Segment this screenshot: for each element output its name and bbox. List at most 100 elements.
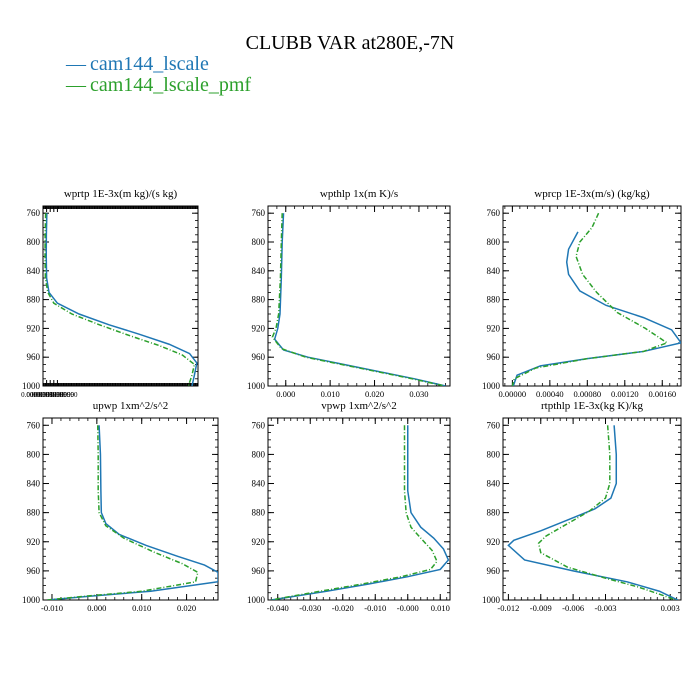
x-tick-label: -0.030: [299, 603, 321, 613]
y-tick-label: 880: [27, 508, 41, 518]
y-tick-label: 840: [252, 266, 266, 276]
y-tick-label: 920: [27, 323, 41, 333]
subplot-title: vpwp 1xm^2/s^2: [321, 400, 396, 412]
x-tick-label: 0.00000000000: [21, 391, 65, 399]
axes-frame: [42, 417, 219, 601]
x-tick-label: 0.000: [87, 603, 106, 613]
y-tick-label: 880: [487, 295, 501, 305]
series-line-lscale: [47, 425, 218, 600]
x-tick-label: 0.020: [365, 389, 384, 399]
axes-frame: [267, 205, 451, 387]
x-tick-label: 0.00000: [499, 389, 527, 399]
x-tick-label: -0.010: [41, 603, 63, 613]
x-tick-label: 0.003: [661, 603, 680, 613]
legend-label: cam144_lscale_pmf: [90, 74, 252, 96]
y-tick-label: 840: [487, 266, 501, 276]
y-tick-label: 880: [27, 295, 41, 305]
y-tick-label: 960: [27, 566, 41, 576]
x-tick-label: 0.00160: [648, 389, 676, 399]
y-tick-label: 880: [252, 295, 266, 305]
y-tick-label: 760: [27, 208, 41, 218]
y-tick-label: 800: [487, 237, 501, 247]
subplot-title: wprtp 1E-3x(m kg)/(s kg): [64, 188, 178, 200]
series-line-lscale-pmf: [271, 425, 438, 600]
x-tick-label: 0.00040: [536, 389, 564, 399]
y-tick-label: 920: [252, 323, 266, 333]
y-tick-label: 880: [252, 508, 266, 518]
x-tick-label: 0.0008999999: [34, 391, 75, 399]
series-line-lscale-pmf: [537, 425, 676, 600]
x-tick-label: -0.006: [562, 603, 584, 613]
axes-frame: [502, 417, 682, 601]
legend-label: cam144_lscale: [90, 53, 209, 75]
x-tick-label: 0.020: [177, 603, 196, 613]
y-tick-label: 880: [487, 508, 501, 518]
x-tick-label: 0.030: [409, 389, 428, 399]
series-line-lscale: [45, 213, 198, 386]
x-tick-label: 0.0003000000: [26, 391, 67, 399]
y-tick-label: 840: [27, 266, 41, 276]
y-tick-label: 800: [27, 237, 41, 247]
x-tick-label: 0.010: [431, 603, 450, 613]
y-tick-label: 920: [487, 537, 501, 547]
y-tick-label: 1000: [22, 595, 41, 605]
axes-frame: [42, 205, 199, 387]
x-tick-label: -0.020: [332, 603, 354, 613]
subplot-4: upwp 1xm^2/s^2 760 800 840 880 920 960 1000-0.0…: [22, 400, 219, 613]
y-tick-label: 800: [252, 449, 266, 459]
y-tick-label: 760: [487, 420, 501, 430]
y-tick-label: 1000: [22, 381, 41, 391]
y-tick-label: 760: [252, 420, 266, 430]
legend-entry-lscale: — cam144_lscale: [66, 53, 209, 75]
y-tick-label: 840: [487, 479, 501, 489]
x-tick-label: 0.0005999999: [30, 391, 71, 399]
y-tick-label: 760: [27, 420, 41, 430]
series-line-lscale-pmf: [271, 213, 445, 386]
y-tick-label: 1000: [247, 595, 266, 605]
series-line-lscale-pmf: [47, 425, 199, 600]
series-line-lscale: [507, 425, 679, 600]
x-tick-label: -0.009: [530, 603, 552, 613]
subplot-title: wprcp 1E-3x(m/s) (kg/kg): [534, 188, 650, 200]
y-tick-label: 1000: [482, 595, 501, 605]
y-tick-label: 760: [487, 208, 501, 218]
legend-line-icon: —: [66, 53, 86, 75]
x-tick-label: 0.00080: [574, 389, 602, 399]
x-tick-label: -0.012: [497, 603, 519, 613]
y-tick-label: 760: [252, 208, 266, 218]
y-tick-label: 800: [27, 449, 41, 459]
subplot-title: rtpthlp 1E-3x(kg K)/kg: [541, 400, 644, 412]
series-line-lscale-pmf: [44, 213, 196, 386]
y-tick-label: 960: [487, 352, 501, 362]
legend-entry-lscale-pmf: — cam144_lscale_pmf: [66, 74, 251, 96]
x-tick-label: -0.000: [397, 603, 419, 613]
y-tick-label: 840: [252, 479, 266, 489]
y-tick-label: 1000: [247, 381, 266, 391]
subplot-3: wprcp 1E-3x(m/s) (kg/kg) 760 800 840 880 920 9…: [482, 188, 682, 399]
axes-frame: [502, 205, 682, 387]
x-tick-label: -0.003: [595, 603, 617, 613]
series-line-lscale: [273, 213, 446, 386]
y-tick-label: 800: [252, 237, 266, 247]
subplot-6: rtpthlp 1E-3x(kg K)/kg 760 800 840 880 920 960…: [482, 400, 682, 613]
x-tick-label: -0.010: [364, 603, 386, 613]
subplot-title: upwp 1xm^2/s^2: [93, 400, 168, 412]
axes-frame: [267, 417, 451, 601]
y-tick-label: 960: [487, 566, 501, 576]
series-line-lscale: [512, 231, 681, 386]
subplot-2: wpthlp 1x(m K)/s 760 800 840 880 920 960 1000 0.…: [247, 188, 451, 399]
series-line-lscale: [271, 425, 450, 600]
y-tick-label: 960: [27, 352, 41, 362]
y-tick-label: 960: [252, 352, 266, 362]
x-tick-label: 0.000: [276, 389, 295, 399]
y-tick-label: 1000: [482, 381, 501, 391]
figure-title: CLUBB VAR at280E,-7N: [245, 32, 455, 54]
y-tick-label: 840: [27, 479, 41, 489]
subplot-5: vpwp 1xm^2/s^27608008408809209601000-0.0…: [247, 400, 451, 613]
x-tick-label: 0.010: [132, 603, 151, 613]
x-tick-label: 0.010: [321, 389, 340, 399]
x-tick-label: -0.040: [267, 603, 289, 613]
legend-line-icon: —: [66, 74, 86, 96]
